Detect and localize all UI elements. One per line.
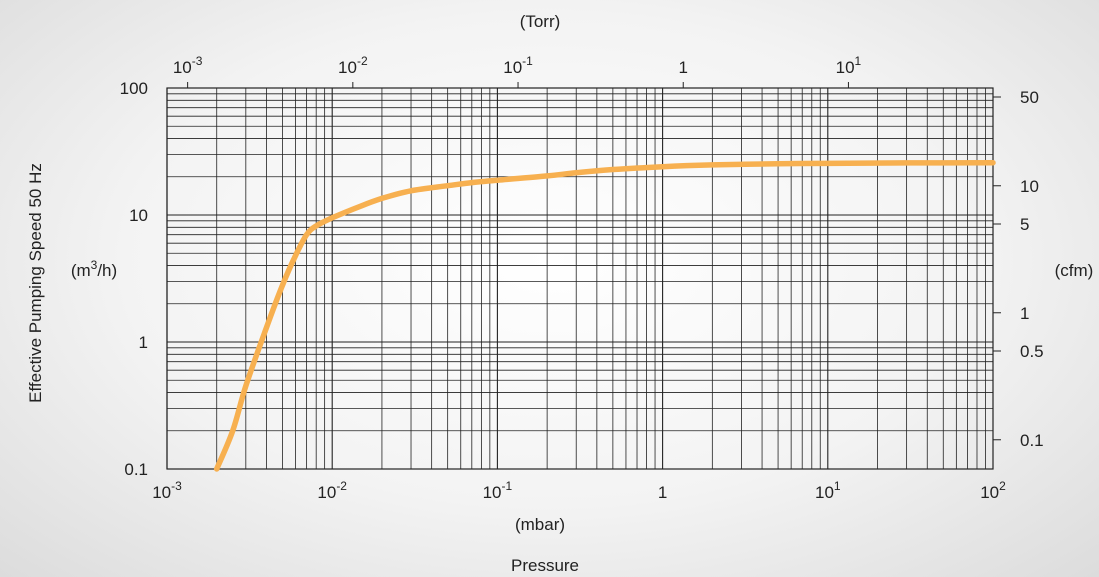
bottom-tick-label: 1 — [658, 483, 667, 502]
pumping-speed-curve — [213, 159, 996, 472]
bottom-tick-label: 10-3 — [152, 479, 182, 502]
right-tick-label: 10 — [1020, 177, 1039, 196]
left-tick-label: 100 — [120, 79, 148, 98]
top-tick-label: 101 — [836, 54, 862, 77]
top-tick-label: 10-3 — [173, 54, 203, 77]
top-axis-unit-label: (Torr) — [520, 12, 561, 31]
right-tick-label: 1 — [1020, 304, 1029, 323]
axis-labels: (Torr) (mbar) Pressure Effective Pumping… — [26, 12, 1093, 575]
right-tick-label: 50 — [1020, 88, 1039, 107]
series-layer — [213, 159, 996, 472]
top-tick-label: 10-2 — [338, 54, 368, 77]
bottom-tick-label: 101 — [815, 479, 841, 502]
top-tick-label: 1 — [678, 58, 687, 77]
left-tick-label: 10 — [129, 206, 148, 225]
grid — [166, 88, 993, 470]
left-axis-title: Effective Pumping Speed 50 Hz — [26, 163, 45, 403]
right-tick-label: 0.1 — [1020, 431, 1044, 450]
plot-frame — [166, 87, 994, 470]
bottom-tick-label: 10-2 — [317, 479, 347, 502]
bottom-tick-label: 10-1 — [483, 479, 513, 502]
left-tick-label: 0.1 — [124, 460, 148, 479]
right-axis-unit-label: (cfm) — [1055, 261, 1094, 280]
top-tick-label: 10-1 — [503, 54, 533, 77]
right-tick-label: 0.5 — [1020, 342, 1044, 361]
left-axis-unit-label: (m3/h) — [71, 258, 117, 280]
bottom-axis-quantity-label: Pressure — [511, 556, 579, 575]
bottom-axis-unit-label: (mbar) — [515, 515, 565, 534]
left-tick-label: 1 — [139, 333, 148, 352]
right-tick-label: 5 — [1020, 215, 1029, 234]
bottom-tick-label: 102 — [980, 479, 1006, 502]
